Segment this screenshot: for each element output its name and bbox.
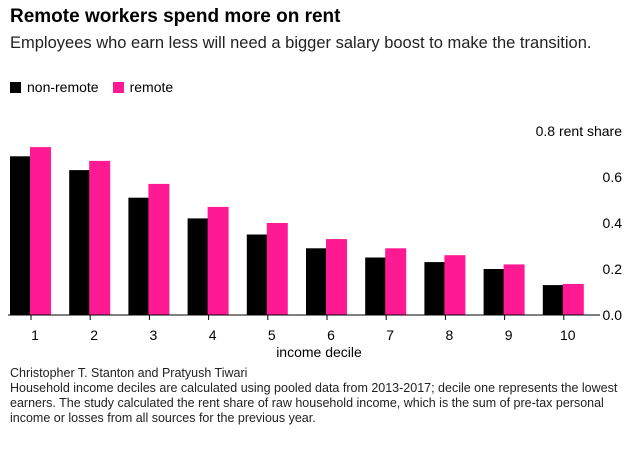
x-tick-label: 1 xyxy=(31,327,39,343)
bar-non-remote-5 xyxy=(246,234,268,315)
bar-remote-6 xyxy=(326,239,347,315)
legend-swatch-non-remote xyxy=(10,81,21,93)
x-tick-label: 8 xyxy=(446,327,454,343)
bar-non-remote-8 xyxy=(424,262,446,315)
bar-non-remote-6 xyxy=(306,248,327,315)
x-tick-label: 9 xyxy=(505,327,513,343)
x-tick-label: 2 xyxy=(90,327,98,343)
y-tick-label: 0.6 xyxy=(603,169,623,185)
y-tick-label: 0.0 xyxy=(603,307,623,323)
x-tick-label: 10 xyxy=(560,327,576,343)
bar-remote-10 xyxy=(562,283,584,315)
legend-label-non-remote: non-remote xyxy=(27,79,99,95)
chart-subtitle: Employees who earn less will need a bigg… xyxy=(10,34,592,52)
note-text: Household income deciles are calculated … xyxy=(10,381,618,425)
bar-remote-3 xyxy=(148,183,170,315)
source-text: Christopher T. Stanton and Pratyush Tiwa… xyxy=(10,366,248,380)
x-tick-label: 3 xyxy=(150,327,158,343)
bar-non-remote-10 xyxy=(542,285,564,315)
bar-non-remote-3 xyxy=(128,197,150,315)
chart-footer: Christopher T. Stanton and Pratyush Tiwa… xyxy=(10,366,630,426)
bar-remote-2 xyxy=(89,160,111,315)
x-tick-label: 6 xyxy=(327,327,335,343)
y-tick-label: 0.2 xyxy=(603,261,623,277)
bar-non-remote-9 xyxy=(483,269,505,315)
x-tick-label: 5 xyxy=(268,327,276,343)
bar-remote-5 xyxy=(266,223,288,315)
bar-non-remote-1 xyxy=(10,156,31,315)
legend-label-remote: remote xyxy=(129,79,174,95)
bar-non-remote-2 xyxy=(69,170,91,315)
legend: non-remote remote xyxy=(10,79,187,95)
bar-remote-1 xyxy=(30,147,51,315)
bar-non-remote-4 xyxy=(187,218,209,315)
x-tick-label: 7 xyxy=(386,327,394,343)
bar-non-remote-7 xyxy=(365,257,387,315)
bar-remote-9 xyxy=(503,264,525,315)
bar-remote-8 xyxy=(444,255,466,315)
bar-remote-4 xyxy=(207,206,229,315)
x-axis-label: income decile xyxy=(276,344,362,360)
legend-item-non-remote: non-remote xyxy=(10,79,99,95)
x-tick-label: 4 xyxy=(209,327,217,343)
bar-remote-7 xyxy=(385,248,407,315)
legend-swatch-remote xyxy=(112,81,124,93)
legend-item-remote: remote xyxy=(112,79,174,95)
chart-title: Remote workers spend more on rent xyxy=(10,6,341,27)
y-tick-label: 0.4 xyxy=(603,215,623,231)
y-tick-label: 0.8 rent share xyxy=(536,123,623,139)
